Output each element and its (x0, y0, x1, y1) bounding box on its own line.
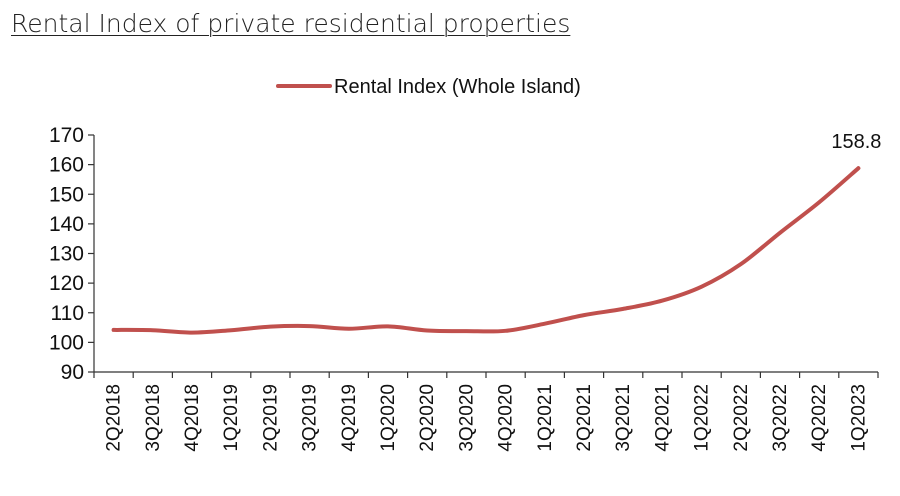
data-point (112, 328, 116, 332)
x-tick-label: 3Q2022 (770, 384, 791, 452)
data-point (543, 322, 547, 326)
data-point (582, 313, 586, 317)
data-point (464, 329, 468, 333)
x-tick-label: 3Q2018 (143, 384, 164, 452)
x-tick-label: 2Q2020 (417, 384, 438, 452)
x-axis: 2Q2018 3Q2018 4Q2018 1Q2019 2Q2019 3Q2019 4Q20… (93, 371, 879, 452)
data-point (229, 328, 233, 332)
x-tick-label: 2Q2019 (260, 384, 281, 452)
legend-label: Rental Index (Whole Island) (334, 76, 581, 98)
x-tick-label: 2Q2022 (731, 384, 752, 452)
x-tick-label: 1Q2019 (221, 384, 242, 452)
x-tick-label: 4Q2020 (496, 384, 517, 452)
y-tick-label: 100 (49, 331, 84, 354)
data-point (778, 231, 782, 235)
x-tick-label: 4Q2021 (652, 384, 673, 452)
data-point (817, 200, 821, 204)
x-tick-label: 1Q2020 (378, 384, 399, 452)
x-tick-label: 1Q2023 (848, 384, 869, 452)
chart-legend: Rental Index (Whole Island) (276, 76, 581, 98)
y-tick-label: 90 (61, 361, 84, 384)
data-point (268, 325, 272, 329)
y-axis: 90 100 110 120 130 140 150 160 170 (49, 124, 95, 384)
x-tick-label: 3Q2019 (300, 384, 321, 452)
y-tick-label: 140 (49, 213, 84, 236)
data-point (308, 324, 312, 328)
x-tick-label: 1Q2022 (692, 384, 713, 452)
data-point (504, 329, 508, 333)
x-tick-label: 2Q2018 (104, 384, 125, 452)
data-label: 158.8 (831, 131, 881, 153)
data-point (190, 330, 194, 335)
data-point (856, 166, 861, 170)
series-line (111, 166, 861, 335)
y-tick-label: 110 (51, 302, 84, 325)
data-point (347, 327, 351, 331)
y-tick-label: 130 (49, 243, 84, 266)
x-tick-label: 4Q2022 (809, 384, 830, 452)
y-tick-label: 120 (49, 272, 84, 295)
y-tick-label: 150 (49, 183, 84, 206)
data-point (151, 328, 155, 332)
data-point (425, 328, 429, 333)
x-tick-label: 3Q2021 (613, 384, 634, 452)
x-tick-label: 4Q2019 (339, 384, 360, 452)
y-tick-label: 170 (49, 124, 84, 147)
x-tick-label: 4Q2018 (182, 384, 203, 452)
data-point (621, 307, 625, 311)
x-tick-label: 2Q2021 (574, 384, 595, 452)
x-tick-label: 1Q2021 (535, 384, 556, 452)
page-title: Rental Index of private residential prop… (11, 9, 571, 38)
y-tick-label: 160 (49, 154, 84, 177)
data-point (700, 285, 704, 289)
data-point (660, 299, 665, 303)
x-tick-label: 3Q2020 (456, 384, 477, 452)
plot-area: 158.8 (111, 131, 881, 335)
data-point (386, 324, 390, 328)
data-point (739, 262, 743, 266)
